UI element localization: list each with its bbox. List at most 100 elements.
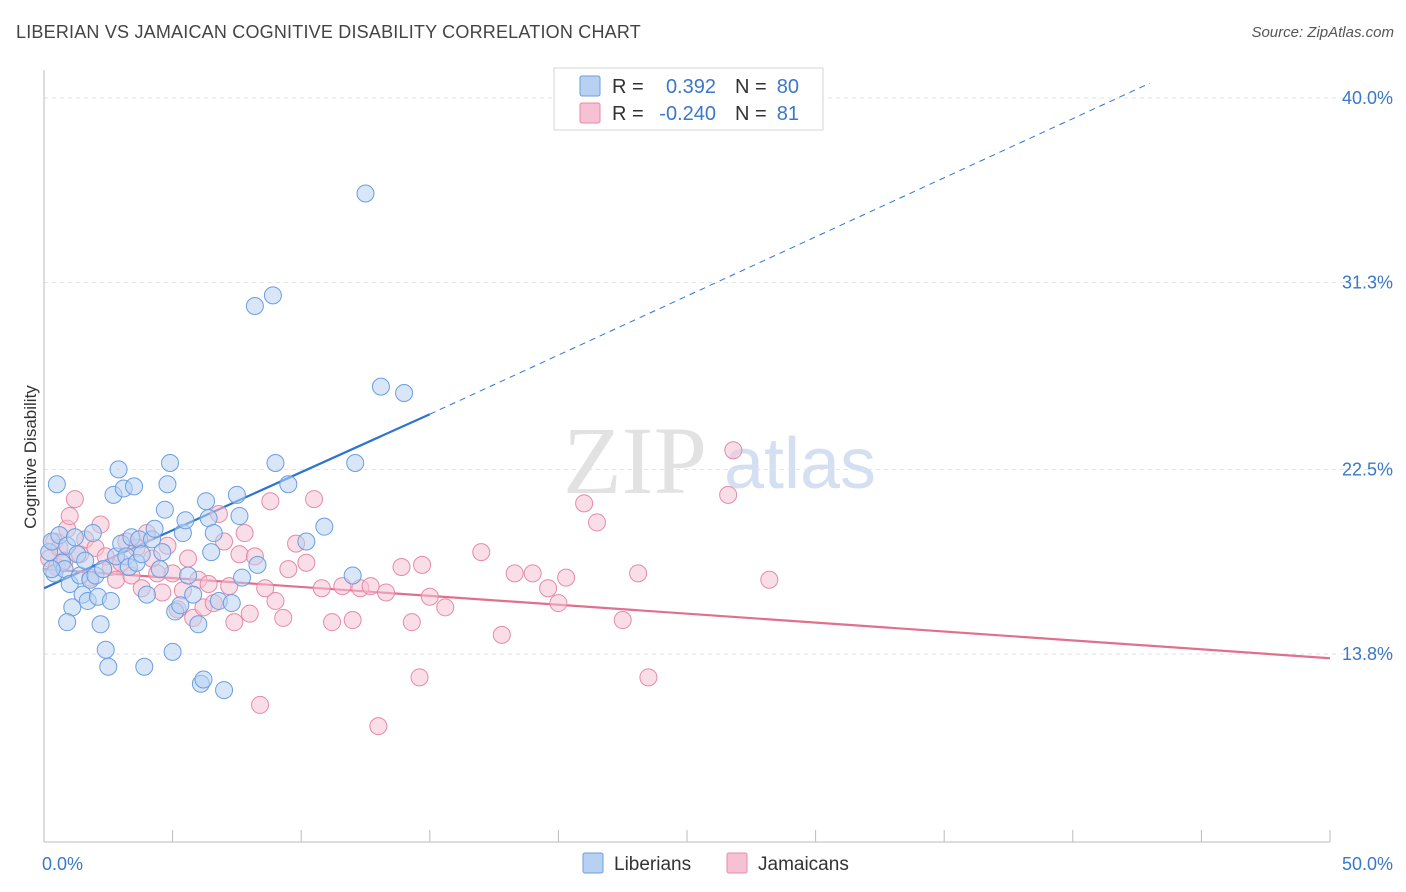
point-jamaicans bbox=[472, 543, 491, 562]
point-liberians bbox=[297, 532, 316, 551]
legend-n-value-liberians: 80 bbox=[777, 76, 799, 98]
point-liberians bbox=[94, 560, 113, 579]
point-liberians bbox=[343, 566, 362, 585]
point-liberians bbox=[125, 477, 144, 496]
point-jamaicans bbox=[343, 611, 362, 630]
legend-bottom-swatch-jamaicans bbox=[726, 852, 748, 874]
point-jamaicans bbox=[436, 598, 455, 617]
point-jamaicans bbox=[274, 608, 293, 627]
point-jamaicans bbox=[297, 553, 316, 572]
point-jamaicans bbox=[312, 579, 331, 598]
point-liberians bbox=[47, 475, 66, 494]
legend-swatch-jamaicans bbox=[579, 102, 601, 124]
point-liberians bbox=[194, 670, 213, 689]
point-liberians bbox=[222, 594, 241, 613]
point-jamaicans bbox=[719, 485, 738, 504]
point-liberians bbox=[163, 642, 182, 661]
point-jamaicans bbox=[323, 613, 342, 632]
point-liberians bbox=[91, 615, 110, 634]
point-liberians bbox=[171, 596, 190, 615]
point-liberians bbox=[145, 519, 164, 538]
point-liberians bbox=[155, 500, 174, 519]
point-jamaicans bbox=[420, 587, 439, 606]
point-liberians bbox=[83, 524, 102, 543]
point-liberians bbox=[179, 566, 198, 585]
legend-top: R = 0.392 N = 80 R = -0.240 N = 81 bbox=[553, 67, 824, 131]
point-liberians bbox=[371, 377, 390, 396]
point-jamaicans bbox=[392, 557, 411, 576]
legend-r-value-liberians: 0.392 bbox=[666, 76, 716, 98]
point-liberians bbox=[153, 543, 172, 562]
point-jamaicans bbox=[230, 545, 249, 564]
point-liberians bbox=[135, 657, 154, 676]
point-liberians bbox=[266, 454, 285, 473]
point-jamaicans bbox=[724, 441, 743, 460]
point-jamaicans bbox=[305, 490, 324, 509]
point-jamaicans bbox=[65, 490, 84, 509]
legend-n-value-jamaicans: 81 bbox=[777, 103, 799, 125]
legend-bottom-label-liberians: Liberians bbox=[614, 854, 691, 875]
point-liberians bbox=[263, 286, 282, 305]
x-tick-label: 50.0% bbox=[1342, 854, 1393, 874]
point-jamaicans bbox=[557, 568, 576, 587]
point-jamaicans bbox=[492, 625, 511, 644]
point-liberians bbox=[42, 560, 61, 579]
point-liberians bbox=[176, 511, 195, 530]
point-jamaicans bbox=[587, 513, 606, 532]
point-liberians bbox=[158, 475, 177, 494]
point-liberians bbox=[189, 615, 208, 634]
point-liberians bbox=[58, 613, 77, 632]
axes bbox=[43, 70, 1331, 843]
point-liberians bbox=[137, 585, 156, 604]
chart-source: Source: ZipAtlas.com bbox=[1251, 24, 1394, 41]
point-jamaicans bbox=[377, 583, 396, 602]
point-jamaicans bbox=[179, 549, 198, 568]
point-liberians bbox=[346, 454, 365, 473]
point-liberians bbox=[248, 555, 267, 574]
y-tick-label: 22.5% bbox=[1342, 459, 1393, 479]
point-liberians bbox=[245, 296, 264, 315]
x-tick-label: 0.0% bbox=[42, 854, 83, 874]
point-liberians bbox=[161, 454, 180, 473]
point-liberians bbox=[109, 460, 128, 479]
legend-r-label-liberians: R = bbox=[612, 76, 644, 98]
point-jamaicans bbox=[361, 577, 380, 596]
y-tick-label: 13.8% bbox=[1342, 644, 1393, 664]
point-jamaicans bbox=[410, 668, 429, 687]
point-liberians bbox=[356, 184, 375, 203]
legend-bottom: Liberians Jamaicans bbox=[582, 852, 849, 875]
point-liberians bbox=[65, 528, 84, 547]
y-tick-label: 31.3% bbox=[1342, 273, 1393, 293]
point-jamaicans bbox=[539, 579, 558, 598]
point-jamaicans bbox=[261, 492, 280, 511]
watermark-atlas: atlas bbox=[724, 424, 876, 504]
point-liberians bbox=[202, 543, 221, 562]
point-jamaicans bbox=[256, 579, 275, 598]
tick-labels: 13.8% 22.5% 31.3% 40.0% 0.0% 50.0% bbox=[42, 88, 1393, 874]
point-jamaicans bbox=[549, 594, 568, 613]
legend-bottom-swatch-liberians bbox=[582, 852, 604, 874]
point-liberians bbox=[184, 585, 203, 604]
point-jamaicans bbox=[523, 564, 542, 583]
point-liberians bbox=[315, 517, 334, 536]
point-jamaicans bbox=[153, 583, 172, 602]
legend-r-label-jamaicans: R = bbox=[612, 103, 644, 125]
legend-swatch-liberians bbox=[579, 75, 601, 97]
point-jamaicans bbox=[505, 564, 524, 583]
point-jamaicans bbox=[639, 668, 658, 687]
trend-line-liberians-extension bbox=[429, 82, 1151, 415]
point-jamaicans bbox=[613, 611, 632, 630]
point-liberians bbox=[233, 568, 252, 587]
legend-n-label-jamaicans: N = bbox=[735, 103, 767, 125]
point-jamaicans bbox=[251, 695, 270, 714]
point-jamaicans bbox=[760, 570, 779, 589]
point-liberians bbox=[96, 640, 115, 659]
legend-bottom-label-jamaicans: Jamaicans bbox=[758, 854, 849, 875]
point-liberians bbox=[230, 507, 249, 526]
data-points bbox=[40, 184, 779, 736]
point-jamaicans bbox=[402, 613, 421, 632]
point-liberians bbox=[132, 545, 151, 564]
point-jamaicans bbox=[575, 494, 594, 513]
point-jamaicans bbox=[225, 613, 244, 632]
